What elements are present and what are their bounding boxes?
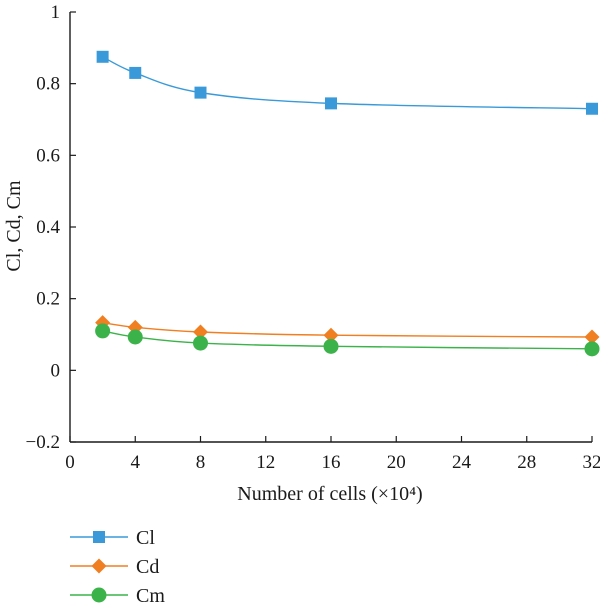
- y-axis-title: Cl, Cd, Cm: [3, 180, 25, 272]
- x-tick-label: 16: [322, 452, 341, 473]
- series-line-cd: [102, 321, 593, 338]
- series-cm: [95, 323, 600, 357]
- x-ticks: 0 4 8 12 16 20 24 28 32: [65, 436, 600, 473]
- data-point-cm: [584, 341, 600, 357]
- data-point-cl: [194, 86, 207, 99]
- legend-marker-cl: [93, 531, 105, 543]
- legend-marker-cm: [91, 587, 107, 603]
- x-axis-title: Number of cells (×10⁴): [237, 483, 422, 505]
- y-tick-label: 0.8: [36, 74, 60, 95]
- y-tick-label: −0.2: [26, 432, 60, 453]
- x-tick-label: 8: [196, 452, 206, 473]
- data-point-cm: [323, 338, 339, 354]
- x-tick-label: 12: [256, 452, 275, 473]
- data-point-cl: [586, 102, 598, 115]
- x-tick-label: 28: [517, 452, 536, 473]
- y-tick-label: 0: [51, 360, 61, 381]
- series-layer: [95, 50, 600, 357]
- legend-label-cd: Cd: [136, 556, 159, 578]
- data-point-cl: [325, 97, 337, 110]
- data-point-cd: [193, 324, 208, 340]
- series-cd: [95, 315, 600, 345]
- data-point-cm: [127, 329, 143, 345]
- x-tick-label: 4: [131, 452, 141, 473]
- legend-item-cd: Cd: [70, 556, 159, 578]
- y-tick-label: 0.6: [36, 145, 60, 166]
- series-cl: [96, 50, 598, 115]
- x-tick-label: 32: [583, 452, 600, 473]
- data-point-cl: [96, 50, 109, 63]
- legend-item-cm: Cm: [70, 585, 165, 607]
- data-point-cd: [584, 329, 600, 345]
- legend-label-cl: Cl: [136, 527, 155, 549]
- axes: [69, 12, 592, 443]
- y-tick-label: 0.2: [36, 289, 60, 310]
- y-tick-label: 0.4: [36, 217, 60, 238]
- x-tick-label: 0: [65, 452, 75, 473]
- x-tick-label: 20: [387, 452, 406, 473]
- data-point-cd: [323, 327, 339, 343]
- data-point-cm: [95, 323, 111, 339]
- legend-item-cl: Cl: [70, 527, 155, 549]
- data-point-cl: [129, 66, 142, 79]
- legend: Cl Cd Cm: [70, 527, 165, 607]
- data-point-cm: [193, 335, 208, 351]
- y-ticks: −0.2 0 0.2 0.4 0.6 0.8 1: [26, 2, 76, 453]
- legend-marker-cd: [91, 558, 107, 574]
- y-tick-label: 1: [51, 2, 61, 23]
- x-tick-label: 24: [452, 452, 472, 473]
- series-line-cm: [102, 330, 593, 350]
- series-line-cl: [102, 56, 593, 110]
- legend-label-cm: Cm: [136, 585, 165, 607]
